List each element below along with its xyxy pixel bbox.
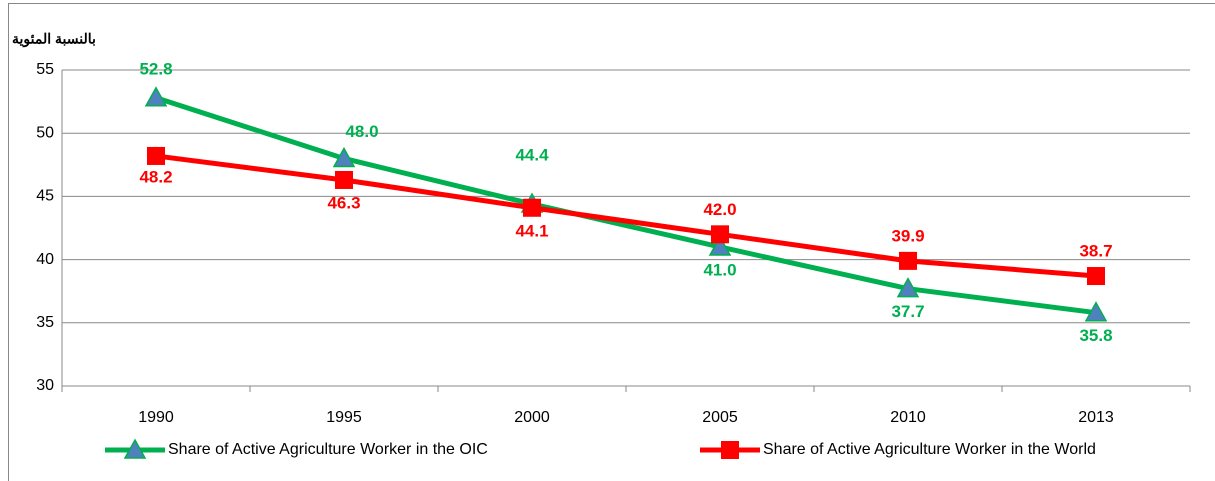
data-point [899,251,917,270]
data-label: 41.0 [703,260,736,279]
series-line [155,95,1097,316]
chart-frame [8,3,1215,481]
data-point [708,235,732,256]
x-tick-label: 1990 [138,409,174,426]
legend-marker [721,441,739,459]
data-label: 52.8 [139,59,172,78]
data-point [147,146,165,165]
x-tick-label: 2005 [702,409,738,426]
data-label: 42.0 [703,200,736,219]
series-line [155,153,1097,279]
y-tick-label: 35 [36,314,54,331]
y-tick-label: 30 [36,377,54,394]
data-label: 48.0 [345,122,378,141]
y-tick-label: 55 [36,61,54,78]
y-tick-label: 40 [36,251,54,268]
x-tick-label: 1995 [326,409,362,426]
y-tick-label: 50 [36,124,54,141]
data-point [711,225,729,244]
data-label: 44.1 [515,221,548,240]
data-label: 48.2 [139,167,172,186]
data-point [1084,301,1108,322]
x-tick-label: 2010 [890,409,926,426]
data-point [332,146,356,168]
legend-label: Share of Active Agriculture Worker in th… [763,441,1096,458]
data-label: 38.7 [1079,242,1112,261]
data-point [523,198,541,217]
data-point [335,170,353,189]
y-axis-label: بالنسبة المئوية [12,31,96,48]
data-label: 37.7 [891,302,924,321]
data-point [1087,267,1105,286]
x-tick-label: 2000 [514,409,550,426]
legend-label: Share of Active Agriculture Worker in th… [168,441,488,458]
data-label: 46.3 [327,193,360,212]
data-label: 39.9 [891,226,924,245]
data-point [896,277,920,298]
y-tick-label: 45 [36,188,54,205]
data-label: 35.8 [1079,326,1112,345]
data-point [144,86,168,107]
x-tick-label: 2013 [1078,409,1114,426]
legend-marker [123,438,147,459]
data-label: 44.4 [515,145,549,164]
